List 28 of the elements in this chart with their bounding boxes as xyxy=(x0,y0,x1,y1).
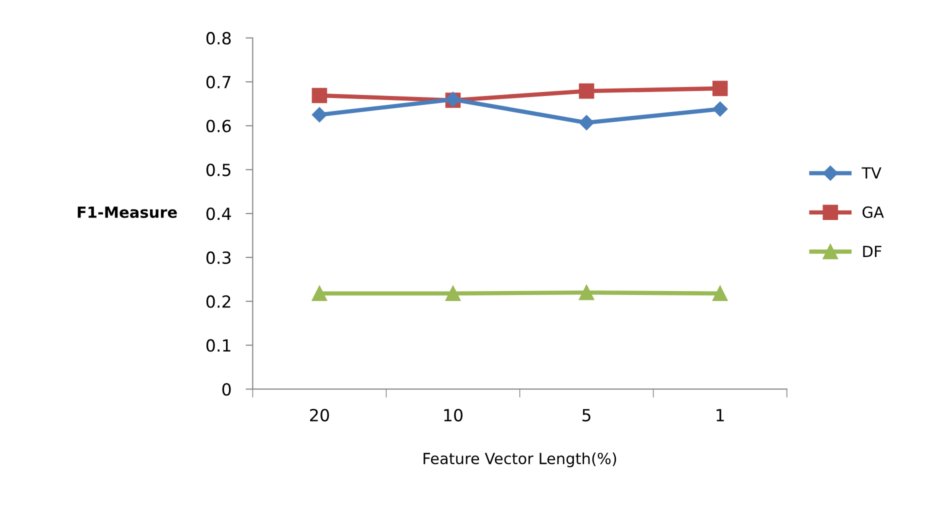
point xyxy=(712,286,728,302)
y-axis-title: F1-Measure xyxy=(78,206,177,218)
point xyxy=(712,80,728,96)
x-tick-label: 20 xyxy=(310,408,329,422)
y-tick-label: 0.8 xyxy=(206,32,231,45)
y-tick-label: 0.2 xyxy=(206,295,230,308)
point xyxy=(312,107,328,122)
x-tick-label: 1 xyxy=(716,409,724,422)
x-tick-label: 10 xyxy=(444,408,462,422)
y-tick-label: 0.3 xyxy=(206,251,231,264)
legend-label: GA xyxy=(862,206,884,218)
x-tick-label: 5 xyxy=(582,409,590,422)
point xyxy=(712,101,728,117)
y-tick-label: 0.6 xyxy=(206,120,231,132)
y-tick-label: 0.7 xyxy=(206,76,230,88)
point xyxy=(312,88,328,104)
y-tick-label: 0.4 xyxy=(206,207,231,220)
x-axis-title: Feature Vector Length(%) xyxy=(424,452,616,468)
y-tick-label: 0.5 xyxy=(206,164,230,176)
y-tick-label: 0.1 xyxy=(206,339,230,352)
point xyxy=(578,115,594,130)
point xyxy=(578,284,594,300)
y-tick-label: 0 xyxy=(222,383,231,396)
point xyxy=(578,83,594,99)
point xyxy=(312,286,328,302)
point xyxy=(445,286,461,302)
legend-label: TV xyxy=(862,167,882,179)
legend-label: DF xyxy=(863,246,882,257)
